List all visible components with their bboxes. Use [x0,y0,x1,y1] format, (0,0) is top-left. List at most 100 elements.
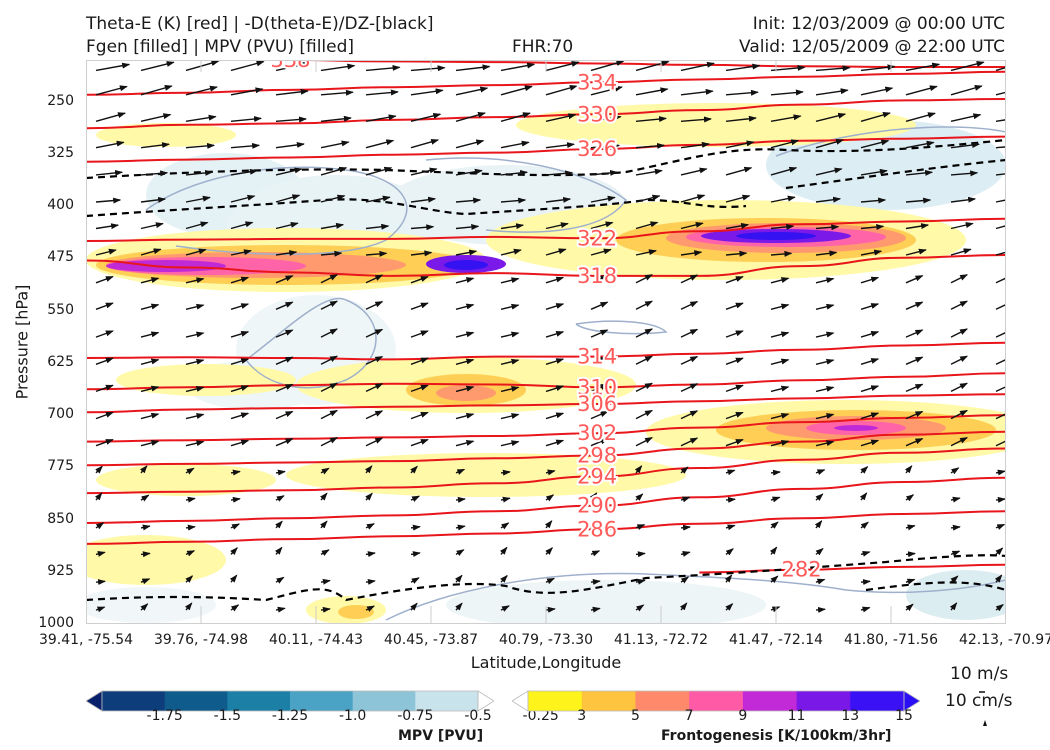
wind-vector [274,546,283,555]
wind-vector [680,274,699,284]
wind-vector [590,248,612,256]
wind-vector [860,139,890,149]
wind-vector [230,330,250,338]
wind-vector [230,168,258,176]
x-tick-label: 41.13, -72.72 [613,632,709,648]
wind-vector [275,438,294,447]
wind-vector [140,196,167,203]
wind-vector [680,300,699,310]
wind-vector [455,358,475,365]
wind-vector [725,603,734,611]
wind-vector [365,114,397,122]
wind-vector [815,547,824,556]
wind-vector [320,222,345,230]
wind-vector [635,382,653,393]
theta-e-contour-322 [86,217,1006,242]
colorbar-tick-label: -0.5 [464,708,492,724]
colorbar-swatch [227,691,291,711]
wind-vector [770,521,779,529]
wind-vector [860,606,871,613]
wind-vector [860,358,880,365]
wind-vector [320,140,350,149]
y-tick-label: 775 [47,458,74,475]
wind-vector [770,331,790,338]
wind-vector [770,114,802,122]
wind-vector [95,275,114,284]
wind-vector [410,438,429,447]
wind-vector [590,410,609,420]
wind-vector [275,141,305,149]
wind-vector [365,250,388,257]
wind-vector [635,604,645,612]
wind-vector [815,224,840,231]
wind-vector [725,469,736,476]
wind-vector [770,440,790,447]
wind-vector [500,496,511,503]
wind-vector [725,250,748,257]
wind-vector [680,88,714,96]
wind-vector [410,465,418,474]
wind-vector [905,301,924,310]
wind-vector [725,115,757,122]
wind-vector [410,602,418,611]
wind-vector [320,436,338,447]
wind-vector [995,301,1006,310]
wind-vector [410,138,440,149]
wind-vector [814,520,823,529]
wind-vector [410,112,442,122]
wind-vector [545,469,556,476]
wind-vector [680,167,708,176]
theta-e-label-338: 338 [270,60,310,72]
wind-vector [950,170,979,177]
wind-vector [410,384,429,393]
wind-vector [590,578,601,585]
wind-vector [634,465,643,474]
wind-vector [455,303,475,310]
wind-vector [860,466,869,474]
wind-vector [320,409,338,420]
wind-vector [95,330,114,338]
colorbar-tick-label: 13 [841,708,860,724]
wind-vector [545,606,556,613]
wind-vector [770,223,795,230]
mpv-contour [575,320,668,335]
wind-vector [275,520,283,529]
x-tick-label: 41.47, -72.14 [728,632,824,648]
wind-vector [995,119,1006,122]
wind-vector [455,86,489,96]
wind-vector [455,496,466,503]
wind-vector [95,197,122,204]
wind-vector [815,112,847,122]
wind-vector [905,112,936,122]
colorbar-swatch [742,691,798,711]
wind-vector [320,166,348,176]
y-tick-label: 850 [47,510,74,527]
wind-vector [230,358,250,365]
mpv-contour [425,157,628,233]
wind-vector [590,550,601,557]
wind-vector [590,85,623,96]
wind-vector [320,250,343,257]
wind-vector [815,493,824,502]
wind-vector [500,413,520,420]
theta-e-label-282: 282 [782,558,822,582]
wind-vector [140,494,150,502]
wind-vector [320,549,330,556]
wind-vector [815,385,835,393]
wind-vector [815,440,835,447]
theta-e-contour-282 [699,563,1006,574]
wind-vector [455,168,483,176]
wind-vector [95,438,114,447]
wind-vector [635,300,653,310]
wind-vector [185,331,205,338]
fgen-colorbar [512,690,920,712]
wind-vector [365,64,401,72]
wind-vector [320,274,338,284]
theta-e-label-326: 326 [577,137,617,161]
theta-e-contour-310 [86,372,1006,391]
wind-vector [140,578,151,585]
wind-vector [230,385,250,393]
wind-vector [995,547,1004,556]
wind-vector [590,438,609,447]
wind-vector [770,469,781,476]
